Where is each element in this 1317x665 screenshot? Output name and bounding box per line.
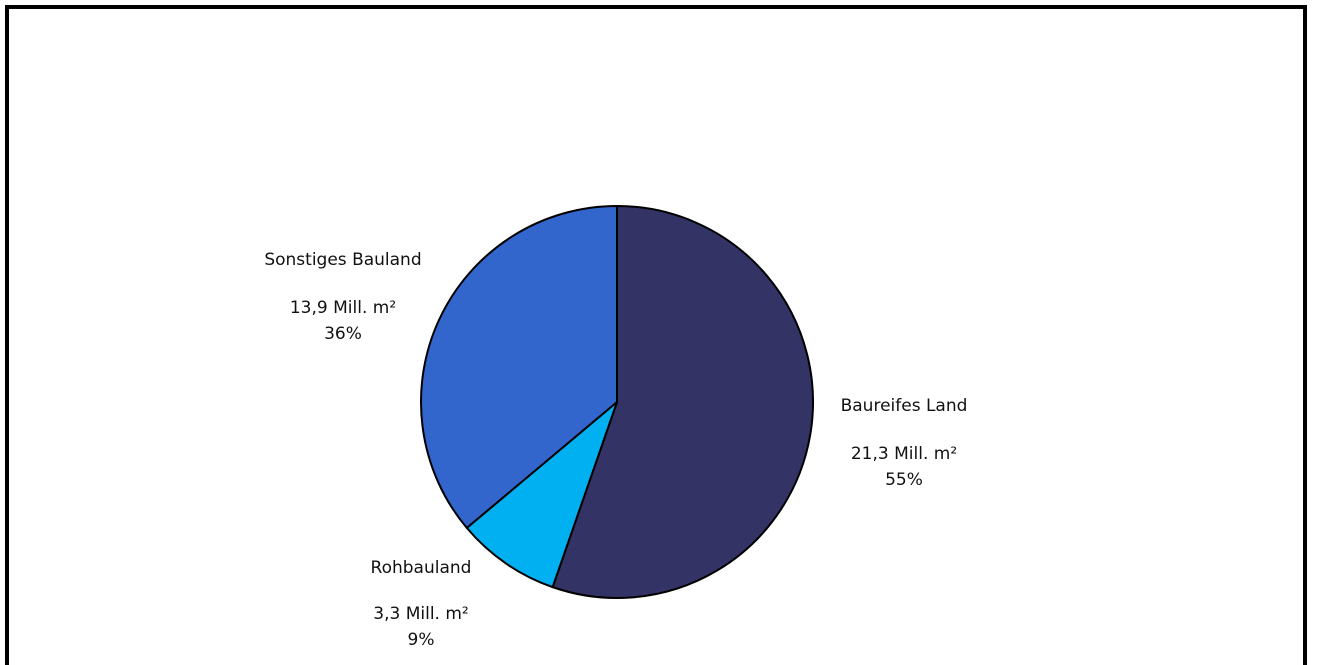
pie-slices: [420, 205, 814, 599]
slice-label-baureifes-land: Baureifes Land: [841, 396, 968, 416]
slice-percent-sonstiges-bauland: 36%: [324, 324, 362, 344]
slice-value-rohbauland: 3,3 Mill. m²: [373, 604, 468, 624]
pie-slice-rohbauland: [465, 401, 618, 589]
pie-slice-sonstiges-bauland: [420, 205, 618, 529]
slice-value-baureifes-land: 21,3 Mill. m²: [851, 444, 957, 464]
label-group-sonstiges-bauland: Sonstiges Bauland 13,9 Mill. m² 36%: [264, 250, 421, 344]
label-group-baureifes-land: Baureifes Land 21,3 Mill. m² 55%: [841, 396, 968, 490]
label-group-rohbauland: Rohbauland 3,3 Mill. m² 9%: [371, 558, 472, 650]
chart-frame: [5, 5, 1307, 665]
slice-percent-baureifes-land: 55%: [885, 470, 923, 490]
slice-value-sonstiges-bauland: 13,9 Mill. m²: [290, 298, 396, 318]
slice-label-sonstiges-bauland: Sonstiges Bauland: [264, 250, 421, 270]
slice-percent-rohbauland: 9%: [408, 630, 435, 650]
slice-label-rohbauland: Rohbauland: [371, 558, 472, 578]
